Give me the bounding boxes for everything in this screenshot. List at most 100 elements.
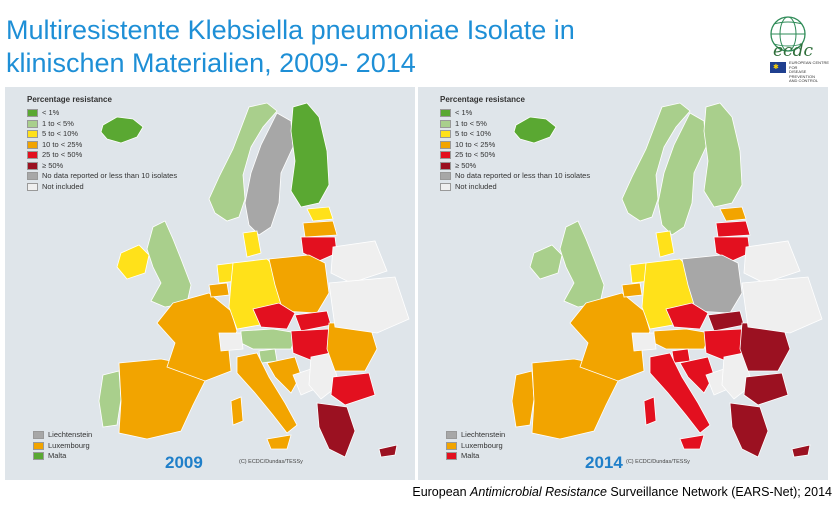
legend-row-10to25: 10 to < 25%	[440, 140, 590, 151]
country-finland-2014	[703, 102, 743, 208]
small-state-label: Malta	[461, 451, 480, 460]
legend-title: Percentage resistance	[27, 95, 112, 104]
legend-label: No data reported or less than 10 isolate…	[42, 171, 178, 180]
country-sicily-2014	[679, 434, 705, 450]
country-switzerland-2009	[218, 332, 244, 352]
country-cyprus-2014	[791, 444, 811, 458]
legend-swatch	[440, 109, 451, 118]
legend-label: 10 to < 25%	[455, 139, 496, 149]
small-states-legend-2014: Liechtenstein Luxembourg Malta	[446, 430, 505, 462]
country-slovenia-2014	[671, 348, 691, 364]
country-estonia-2009	[306, 206, 334, 222]
source-citation: European Antimicrobial Resistance Survei…	[412, 485, 832, 499]
country-sicily-2009	[266, 434, 292, 450]
country-france-2014	[569, 292, 651, 382]
legend-swatch	[33, 452, 44, 461]
country-estonia-2014	[719, 206, 747, 222]
country-czechia-2009	[252, 302, 296, 330]
small-state-label: Luxembourg	[48, 440, 90, 450]
legend-row-ge50: ≥ 50%	[27, 161, 177, 172]
legend-swatch	[446, 431, 457, 440]
legend-label: 5 to < 10%	[455, 129, 492, 138]
legend-label: ≥ 50%	[42, 160, 64, 170]
legend-row-lt1: < 1%	[27, 108, 177, 119]
country-uk-2014	[559, 220, 605, 308]
legend-row-10to25: 10 to < 25%	[27, 140, 177, 151]
legend-swatch	[27, 109, 38, 118]
legend-row-notincl: Not included	[27, 182, 177, 193]
country-finland-2009	[290, 102, 330, 208]
legend-label: 5 to < 10%	[42, 129, 79, 138]
legend-label: < 1%	[42, 108, 60, 117]
agency-line-2: DISEASE PREVENTION	[789, 69, 816, 79]
country-switzerland-2014	[631, 332, 657, 352]
small-states-legend-2009: Liechtenstein Luxembourg Malta	[33, 430, 92, 462]
legend-label: ≥ 50%	[455, 160, 477, 170]
legend-label: 25 to < 50%	[42, 150, 83, 159]
legend-2009: Percentage resistance < 1% 1 to < 5% 5 to …	[27, 95, 177, 192]
country-ukraine-2014	[741, 276, 823, 334]
country-belarus-2009	[330, 240, 388, 284]
country-norway-2009	[208, 102, 278, 222]
country-slovakia-2014	[707, 310, 745, 332]
small-state-malta: Malta	[33, 451, 92, 462]
country-denmark-2009	[242, 230, 262, 258]
map-panel-2009: Percentage resistance < 1% 1 to < 5% 5 to …	[5, 87, 415, 480]
small-state-luxembourg: Luxembourg	[33, 441, 92, 452]
country-czechia-2014	[665, 302, 709, 330]
country-sardinia-2014	[643, 396, 657, 426]
country-ireland-2014	[529, 244, 563, 280]
legend-swatch	[27, 172, 38, 181]
agency-line-3: AND CONTROL	[789, 78, 819, 83]
legend-swatch	[33, 431, 44, 440]
legend-label: < 1%	[455, 108, 473, 117]
country-belgium-2009	[208, 282, 230, 298]
source-prefix: European	[412, 485, 471, 499]
legend-2014: Percentage resistance < 1% 1 to < 5% 5 to …	[440, 95, 590, 192]
small-state-label: Malta	[48, 451, 67, 460]
europe-map-2009	[98, 102, 410, 458]
legend-label: No data reported or less than 10 isolate…	[455, 171, 591, 180]
ecdc-logo-text: ecdc	[773, 41, 813, 61]
country-italy-2009	[236, 352, 298, 434]
legend-swatch	[27, 182, 38, 191]
country-latvia-2009	[302, 220, 338, 238]
country-bulgaria-2014	[743, 372, 789, 406]
ecdc-globe-icon	[770, 16, 806, 52]
country-france-2009	[156, 292, 238, 382]
country-croatia-2009	[266, 356, 302, 394]
country-slovenia-2009	[258, 348, 278, 364]
legend-swatch	[440, 119, 451, 128]
country-lithuania-2014	[713, 236, 751, 262]
legend-swatch	[440, 130, 451, 139]
legend-row-notincl: Not included	[440, 182, 590, 193]
country-cyprus-2009	[378, 444, 398, 458]
agency-line-1: EUROPEAN CENTRE FOR	[789, 60, 830, 70]
legend-title: Percentage resistance	[440, 95, 525, 104]
small-state-liechtenstein: Liechtenstein	[446, 430, 505, 441]
eu-flag-icon: ✱	[770, 62, 786, 73]
country-slovakia-2009	[294, 310, 332, 332]
source-suffix: Surveillance Network (EARS-Net); 2014	[606, 485, 832, 499]
legend-row-5to10: 5 to < 10%	[440, 129, 590, 140]
year-label-2009: 2009	[165, 453, 203, 472]
legend-label: 1 to < 5%	[455, 118, 487, 128]
country-greece-2009	[316, 402, 356, 458]
country-iceland-2014	[513, 116, 557, 144]
legend-row-25to50: 25 to < 50%	[27, 150, 177, 161]
legend-swatch	[446, 452, 457, 461]
legend-swatch	[440, 161, 451, 170]
copyright-2009: (C) ECDC/Dundas/TESSy	[239, 459, 303, 465]
source-italic: Antimicrobial Resistance	[470, 485, 607, 499]
country-iceland-2009	[100, 116, 144, 144]
slide-title: Multiresistente Klebsiella pneumoniae Is…	[6, 14, 646, 80]
country-poland-2014	[681, 254, 743, 314]
title-line-2: klinischen Materialien, 2009- 2014	[6, 48, 416, 78]
legend-swatch	[440, 140, 451, 149]
country-italy-2014	[649, 352, 711, 434]
small-state-liechtenstein: Liechtenstein	[33, 430, 92, 441]
legend-label: 1 to < 5%	[42, 118, 74, 128]
small-state-luxembourg: Luxembourg	[446, 441, 505, 452]
legend-label: 10 to < 25%	[42, 139, 83, 149]
country-latvia-2014	[715, 220, 751, 238]
